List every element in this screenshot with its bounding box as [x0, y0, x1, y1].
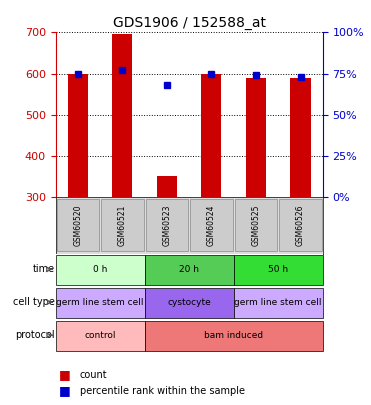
- Bar: [112, 34, 132, 197]
- Bar: [234, 255, 323, 285]
- Bar: [145, 255, 234, 285]
- Text: germ line stem cell: germ line stem cell: [56, 298, 144, 307]
- Bar: [279, 199, 322, 251]
- Bar: [56, 199, 99, 251]
- Text: cystocyte: cystocyte: [167, 298, 211, 307]
- Bar: [145, 288, 234, 318]
- Text: 50 h: 50 h: [268, 265, 288, 274]
- Text: 20 h: 20 h: [179, 265, 199, 274]
- Text: ■: ■: [59, 368, 71, 381]
- Text: time: time: [33, 264, 55, 274]
- Text: germ line stem cell: germ line stem cell: [234, 298, 322, 307]
- Bar: [201, 74, 221, 197]
- Text: GSM60521: GSM60521: [118, 205, 127, 246]
- Text: control: control: [85, 331, 116, 340]
- Bar: [145, 321, 323, 351]
- Bar: [234, 288, 323, 318]
- Text: count: count: [80, 370, 107, 379]
- Bar: [246, 78, 266, 197]
- Text: GSM60525: GSM60525: [252, 205, 260, 246]
- Bar: [145, 199, 188, 251]
- Text: GSM60524: GSM60524: [207, 205, 216, 246]
- Text: cell type: cell type: [13, 297, 55, 307]
- Text: GSM60526: GSM60526: [296, 205, 305, 246]
- Text: percentile rank within the sample: percentile rank within the sample: [80, 386, 245, 396]
- Bar: [56, 255, 145, 285]
- Title: GDS1906 / 152588_at: GDS1906 / 152588_at: [113, 16, 266, 30]
- Bar: [234, 199, 278, 251]
- Bar: [157, 177, 177, 197]
- Text: GSM60523: GSM60523: [162, 205, 171, 246]
- Bar: [56, 321, 145, 351]
- Bar: [101, 199, 144, 251]
- Text: bam induced: bam induced: [204, 331, 263, 340]
- Bar: [190, 199, 233, 251]
- Bar: [290, 78, 311, 197]
- Text: ■: ■: [59, 384, 71, 397]
- Text: GSM60520: GSM60520: [73, 205, 82, 246]
- Text: protocol: protocol: [16, 330, 55, 340]
- Bar: [68, 74, 88, 197]
- Bar: [56, 288, 145, 318]
- Text: 0 h: 0 h: [93, 265, 107, 274]
